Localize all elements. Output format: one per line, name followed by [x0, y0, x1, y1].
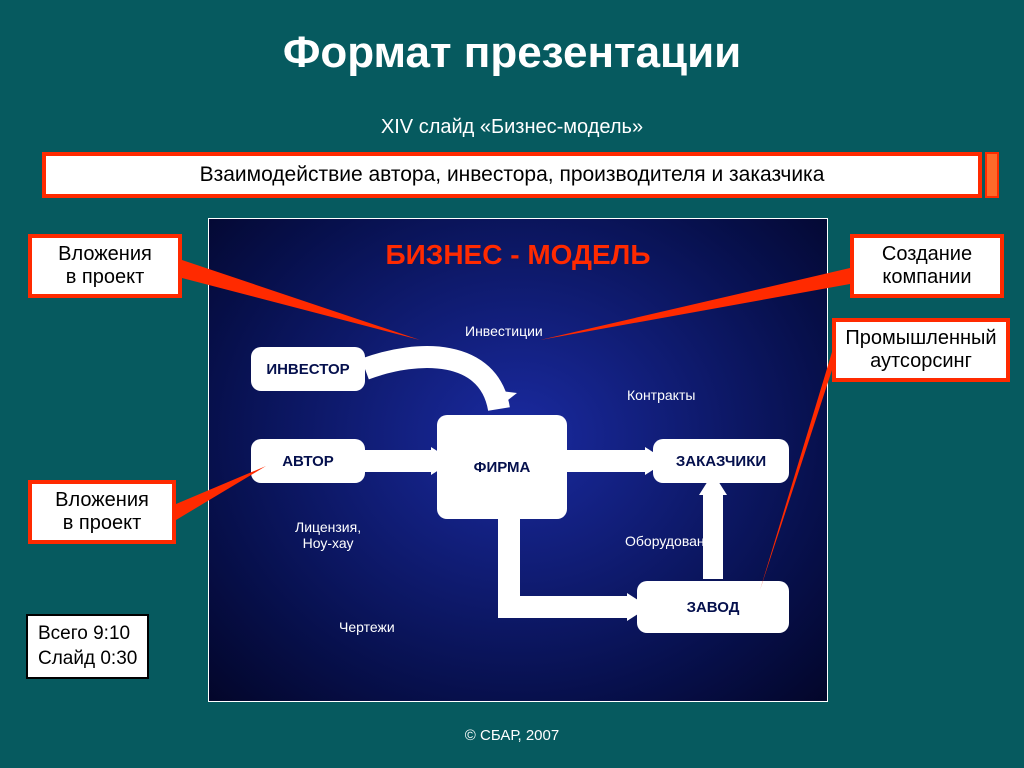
callout-investment-1: Вложения в проект — [28, 234, 182, 298]
diagram-panel: БИЗНЕС - МОДЕЛЬ ИНВЕСТОР АВТОР ФИРМА ЗАК… — [208, 218, 828, 702]
node-author: АВТОР — [251, 439, 365, 483]
label-license: Лицензия, Ноу-хау — [295, 519, 361, 551]
label-equipment: Оборудование — [625, 533, 720, 549]
callout-investment-2: Вложения в проект — [28, 480, 176, 544]
slide-subtitle: XIV слайд «Бизнес-модель» — [0, 116, 1024, 139]
slide-title: Формат презентации — [0, 28, 1024, 78]
callout-company: Создание компании — [850, 234, 1004, 298]
callout-outsourcing: Промышленный аутсорсинг — [832, 318, 1010, 382]
label-contracts: Контракты — [627, 387, 695, 403]
label-investments: Инвестиции — [465, 323, 543, 339]
timing-total: Всего 9:10 — [38, 622, 137, 647]
interaction-banner: Взаимодействие автора, инвестора, произв… — [42, 152, 982, 198]
copyright-footer: © СБАР, 2007 — [0, 727, 1024, 744]
node-investor: ИНВЕСТОР — [251, 347, 365, 391]
label-drawings: Чертежи — [339, 619, 395, 635]
timing-box: Всего 9:10 Слайд 0:30 — [26, 614, 149, 679]
node-firm: ФИРМА — [437, 415, 567, 519]
banner-tab — [985, 152, 999, 198]
node-clients: ЗАКАЗЧИКИ — [653, 439, 789, 483]
timing-slide: Слайд 0:30 — [38, 647, 137, 672]
node-plant: ЗАВОД — [637, 581, 789, 633]
